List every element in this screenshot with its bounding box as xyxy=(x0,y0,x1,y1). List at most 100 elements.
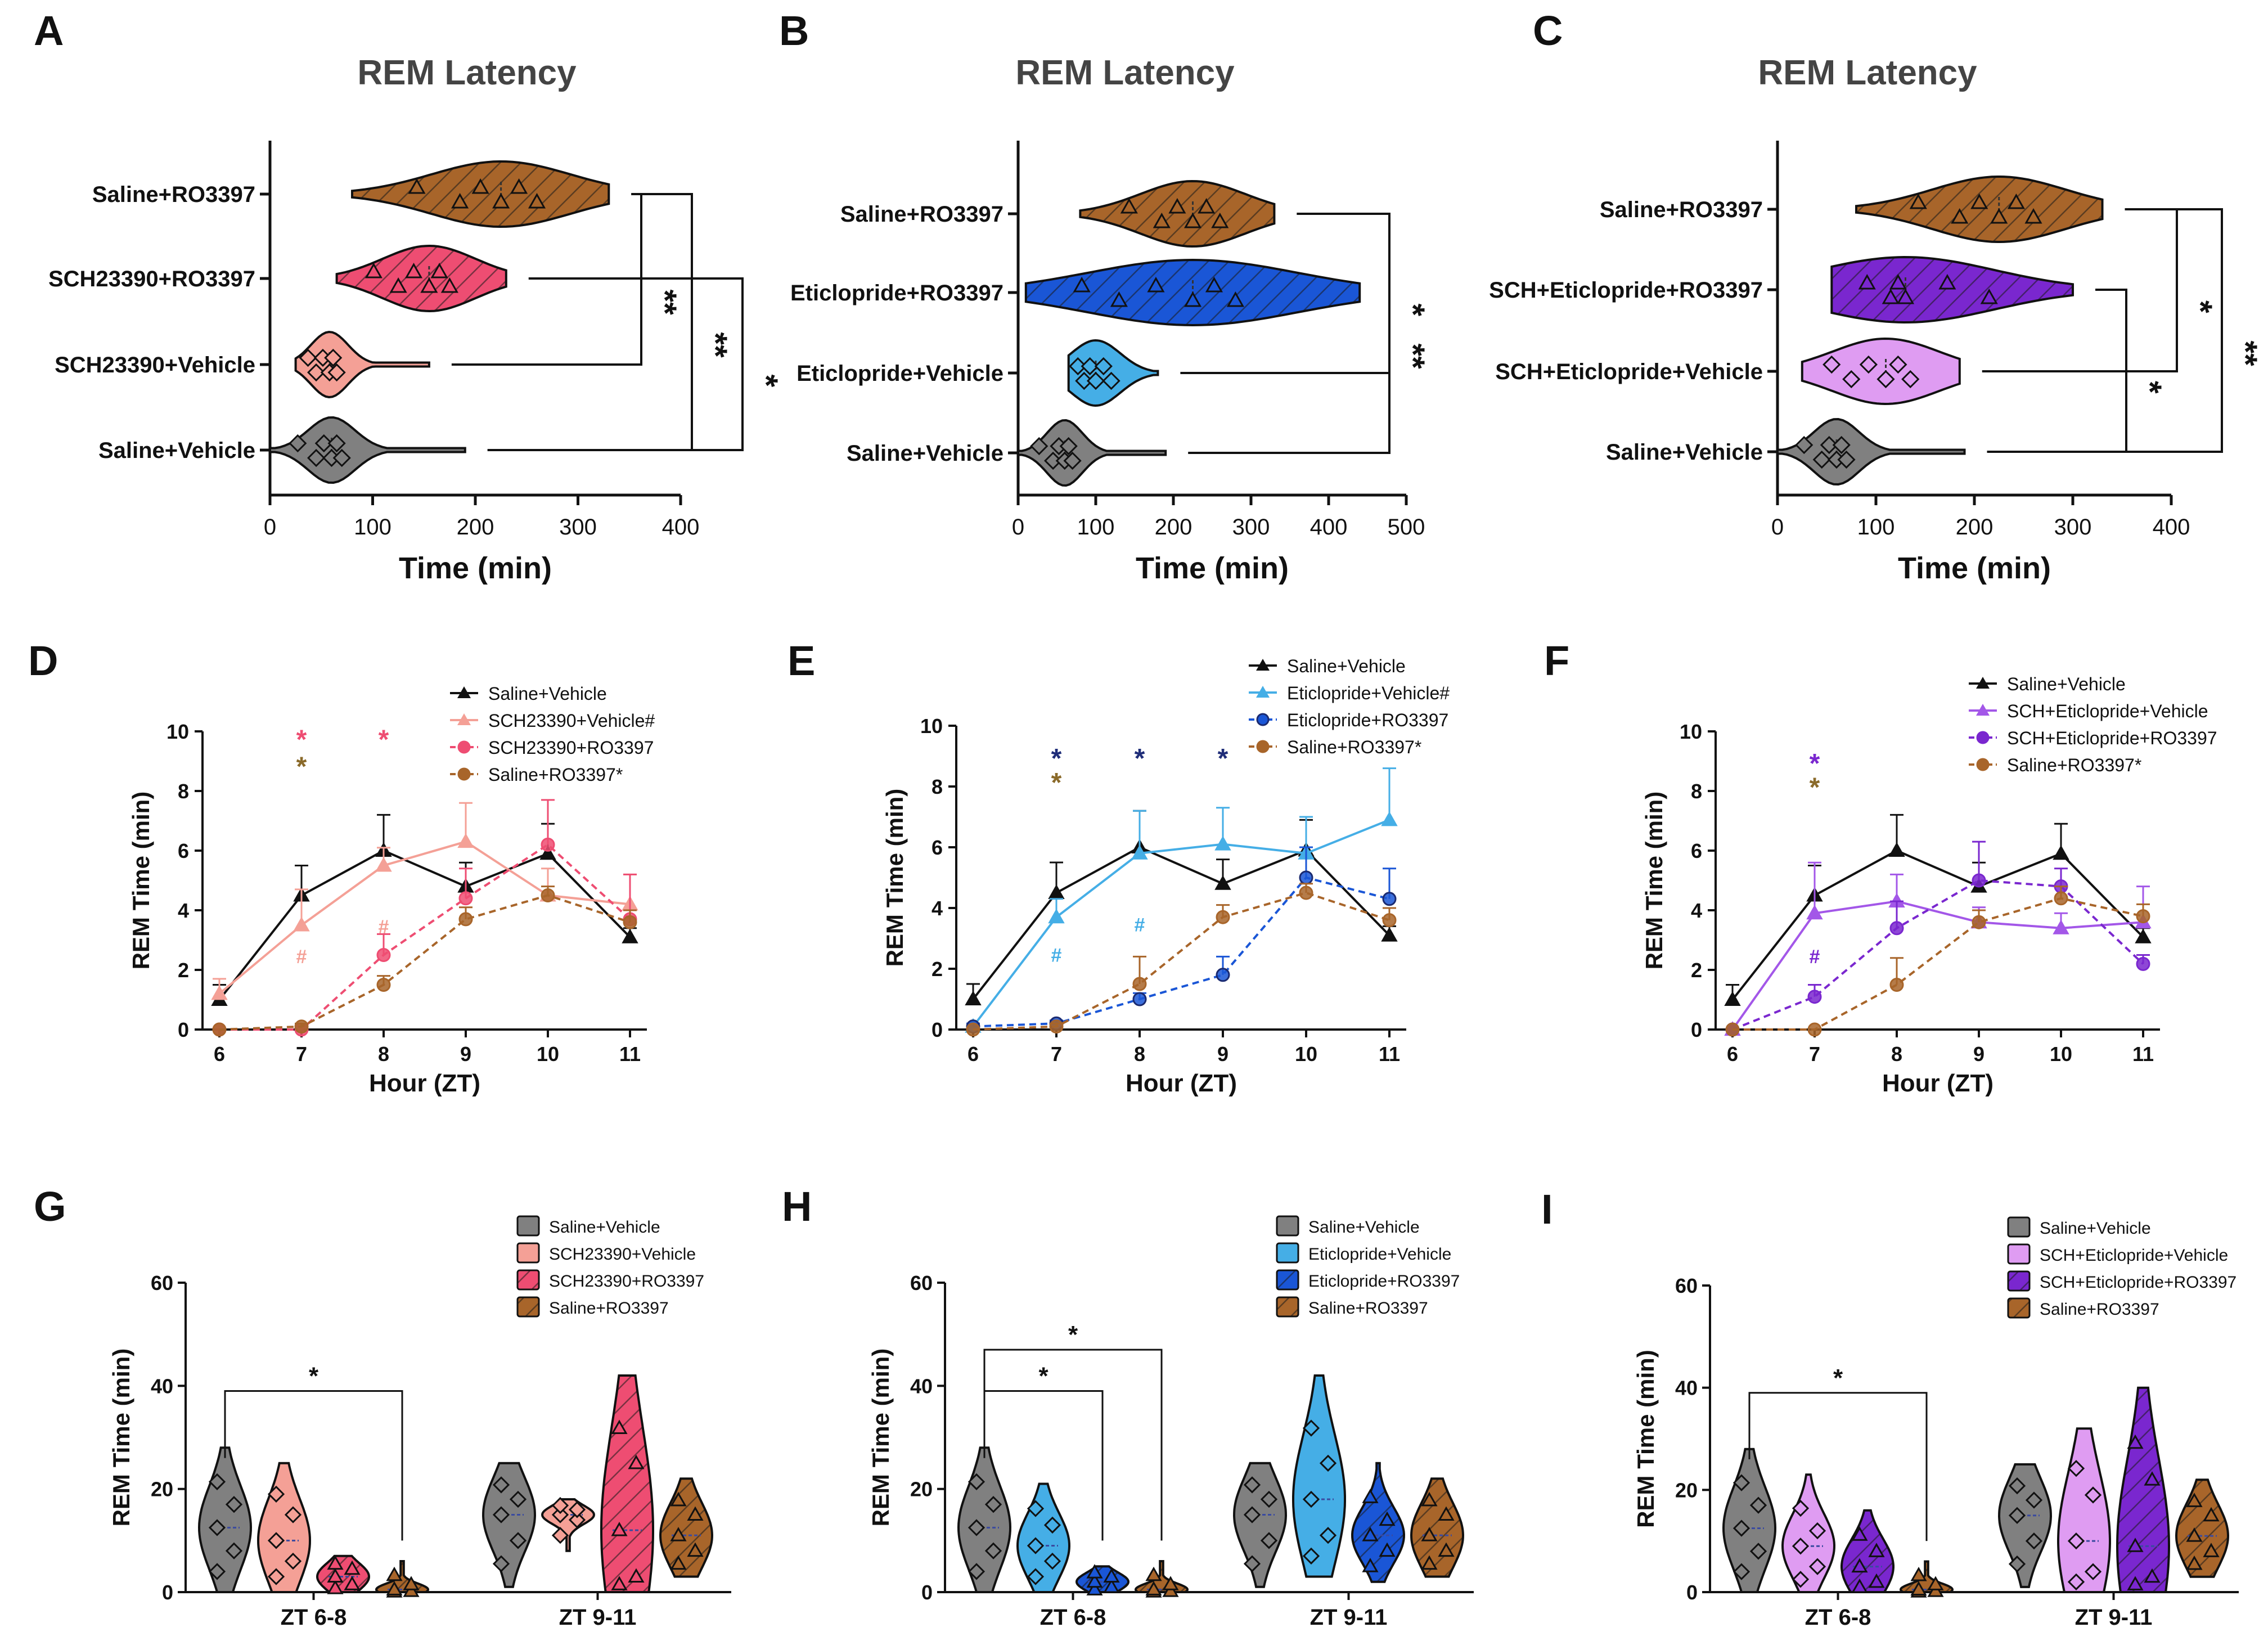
group-label: Eticlopride+RO3397 xyxy=(790,281,1004,305)
significance-label: * xyxy=(1038,1363,1048,1390)
y-tick-label: 6 xyxy=(1691,839,1702,862)
x-tick-label: 10 xyxy=(537,1042,559,1066)
data-point xyxy=(628,1568,645,1583)
significance-bracket xyxy=(1987,208,2223,453)
data-point xyxy=(551,1527,569,1544)
significance-bracket xyxy=(487,277,744,451)
violin xyxy=(482,1462,537,1588)
violin xyxy=(1067,339,1159,407)
data-point xyxy=(1086,1581,1103,1595)
data-point xyxy=(1851,1526,1868,1541)
y-tick-label: 10 xyxy=(1680,720,1702,743)
series-point xyxy=(1807,990,1822,1004)
annotation: * xyxy=(1051,744,1062,774)
data-point xyxy=(327,1555,344,1570)
data-point xyxy=(984,1496,1002,1513)
panel-letter: I xyxy=(1541,1186,1553,1233)
legend-label: Eticlopride+RO3397 xyxy=(1287,710,1448,730)
significance-bracket xyxy=(1188,213,1390,454)
y-tick-label: 2 xyxy=(178,959,189,982)
cluster-label: ZT 6-8 xyxy=(1805,1605,1871,1630)
data-point xyxy=(492,192,510,209)
data-point xyxy=(1421,1491,1438,1507)
group-label: Saline+RO3397 xyxy=(1600,197,1763,222)
x-axis-title: Hour (ZT) xyxy=(1882,1069,1994,1097)
data-point xyxy=(208,1563,226,1580)
series-line xyxy=(1732,879,2144,1031)
data-point xyxy=(2024,208,2042,224)
legend-label: SCH23390+RO3397 xyxy=(488,738,654,758)
series-line xyxy=(1731,849,2144,1001)
data-point xyxy=(628,1454,645,1469)
data-point xyxy=(551,1506,569,1523)
cluster-label: ZT 6-8 xyxy=(281,1605,347,1630)
data-point xyxy=(1882,288,1900,304)
series-point xyxy=(1048,909,1065,924)
y-tick-label: 8 xyxy=(1691,780,1702,803)
annotation: * xyxy=(1810,772,1820,802)
data-point xyxy=(327,1580,344,1594)
x-tick-label: 7 xyxy=(1051,1042,1062,1066)
x-tick-label: 6 xyxy=(1727,1042,1738,1066)
x-tick-label: 11 xyxy=(2132,1042,2154,1066)
violin xyxy=(269,416,466,484)
legend-swatch xyxy=(1276,1215,1299,1237)
violin xyxy=(335,244,507,313)
data-point xyxy=(2203,1543,2220,1557)
data-point xyxy=(1302,1547,1320,1565)
series-line xyxy=(1731,900,2144,1031)
data-point xyxy=(284,1552,302,1570)
data-point xyxy=(2144,1568,2161,1583)
data-point xyxy=(1059,437,1078,456)
data-point xyxy=(1927,1576,1944,1590)
data-point xyxy=(1027,1537,1045,1554)
legend-label: Saline+RO3397 xyxy=(549,1299,669,1318)
data-point xyxy=(327,1568,344,1583)
y-axis-title: REM Time (min) xyxy=(881,789,908,967)
data-point xyxy=(208,1519,226,1536)
legend-marker xyxy=(1256,713,1270,726)
group-label: Saline+RO3397 xyxy=(92,182,255,207)
legend-label: Eticlopride+RO3397 xyxy=(1308,1272,1460,1291)
data-point xyxy=(225,1542,243,1559)
data-point xyxy=(2084,1486,2102,1504)
data-point xyxy=(2127,1434,2144,1449)
significance-label: ** xyxy=(697,332,734,358)
data-point xyxy=(307,363,326,382)
data-point xyxy=(1302,1490,1320,1508)
significance-bracket xyxy=(1748,1392,1928,1541)
legend-label: Saline+Vehicle xyxy=(1308,1218,1420,1237)
data-point xyxy=(1102,371,1120,390)
x-axis-title: Time (min) xyxy=(399,551,552,585)
x-tick-label: 8 xyxy=(1891,1042,1902,1066)
violin xyxy=(1232,1462,1288,1588)
y-tick-label: 4 xyxy=(1691,899,1702,922)
x-tick-label: 200 xyxy=(457,515,494,540)
data-point xyxy=(327,434,346,453)
series-point xyxy=(1214,875,1231,890)
series-point xyxy=(375,857,392,872)
legend-swatch xyxy=(2007,1216,2031,1238)
panel-letter: B xyxy=(779,7,809,54)
data-point xyxy=(225,1496,243,1513)
panel-letter: D xyxy=(28,637,58,684)
violin xyxy=(1017,419,1167,487)
data-point xyxy=(2008,1555,2026,1573)
panel-letter: C xyxy=(1533,7,1563,54)
data-point xyxy=(1110,291,1128,307)
cluster-label: ZT 6-8 xyxy=(1040,1605,1106,1630)
data-point xyxy=(670,1491,687,1507)
data-point xyxy=(267,1485,285,1503)
violin xyxy=(2116,1386,2171,1593)
violin xyxy=(1830,255,2074,324)
legend-swatch xyxy=(1276,1269,1299,1291)
data-point xyxy=(1792,1499,1810,1517)
x-tick-label: 100 xyxy=(354,515,392,540)
legend-swatch xyxy=(516,1242,540,1264)
data-point xyxy=(968,1519,986,1536)
data-point xyxy=(551,1496,569,1514)
legend-marker xyxy=(457,740,471,754)
series-point xyxy=(1889,921,1904,936)
data-point xyxy=(1120,197,1138,214)
